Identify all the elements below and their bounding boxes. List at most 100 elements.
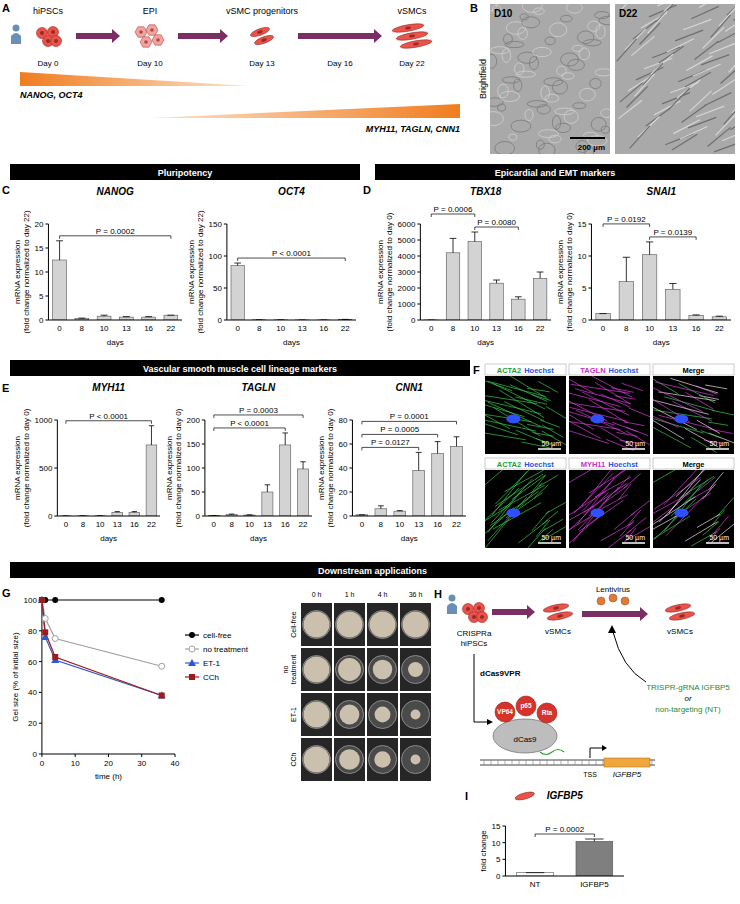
legend-label: cell-free	[203, 631, 232, 640]
fiber	[527, 424, 553, 429]
y-tick-label: 0	[582, 316, 587, 325]
y-tick	[349, 492, 352, 493]
significance-bracket	[535, 834, 594, 837]
panel-b: BrightfieldD10D22200 µm	[478, 0, 740, 158]
scale-bar	[706, 542, 729, 544]
x-tick-label: 0	[429, 324, 434, 333]
x-tick-label: 10	[71, 759, 80, 768]
scale-bar	[538, 542, 561, 544]
y-tick	[349, 444, 352, 445]
column-label: 0 h	[312, 591, 322, 598]
scale-label: 50 µm	[541, 440, 561, 448]
texture	[506, 22, 525, 35]
error-bar	[115, 511, 120, 513]
y-tick-label: 100	[24, 596, 38, 605]
stain-label: Merge	[682, 460, 704, 469]
section-header: Vascular smooth muscle cell lineage mark…	[143, 364, 337, 374]
x-tick-label: 13	[113, 520, 122, 529]
x-tick-label: 13	[414, 520, 423, 529]
cell-icon	[477, 612, 488, 623]
dna	[505, 760, 506, 765]
y-tick-label: 50	[191, 488, 200, 497]
texture	[688, 117, 716, 127]
y-tick	[45, 248, 48, 249]
chart-title: CNN1	[396, 382, 424, 393]
arrow-head	[602, 745, 607, 751]
arrow-head	[487, 719, 493, 725]
guide-label: non-targeting (NT)	[655, 705, 721, 714]
dna	[603, 760, 604, 765]
arrow	[298, 29, 382, 43]
nucleus	[674, 414, 688, 423]
schematic-label: hiPSCs	[461, 639, 488, 648]
texture	[630, 126, 650, 148]
fiber	[583, 470, 624, 511]
axis-title: days	[401, 534, 418, 543]
error-bar	[282, 433, 288, 445]
bar-chart: mRNA expression(fold change normalized t…	[13, 186, 182, 347]
marks	[596, 242, 727, 320]
significance-bracket	[60, 236, 171, 239]
texture	[490, 112, 503, 126]
axis-title: (fold change normalized to day 0)	[385, 212, 394, 331]
y-tick	[588, 320, 591, 321]
texture	[490, 54, 497, 68]
virus-icon	[609, 594, 617, 602]
scale-bar	[622, 542, 645, 544]
nucleus	[506, 414, 520, 423]
texture	[691, 6, 718, 18]
x-tick-label: 13	[298, 324, 307, 333]
y-tick	[417, 256, 420, 257]
texture	[502, 77, 520, 83]
cell-icon	[480, 615, 484, 619]
annotation: P < 0.0001	[230, 419, 269, 428]
y-tick-label: 50	[213, 284, 222, 293]
row-label: ET-1	[290, 707, 297, 722]
error-bar	[646, 242, 653, 255]
texture	[648, 11, 668, 34]
side-label: Brightfield	[478, 59, 488, 99]
error-bar	[454, 437, 460, 447]
fluorescence-image	[653, 376, 734, 454]
column-label: 36 h	[409, 591, 423, 598]
texture	[730, 115, 735, 130]
fiber	[569, 428, 609, 444]
gel	[373, 660, 393, 680]
row-label: no	[282, 666, 289, 674]
schematic-label: IGFBP5	[613, 770, 642, 779]
photo-ground	[334, 738, 365, 781]
nucleus	[674, 508, 688, 517]
texture	[583, 40, 601, 46]
panel-a: hiPSCsEPIvSMC progenitorsvSMCsDay 0Day 1…	[11, 6, 460, 134]
fiber	[532, 511, 549, 531]
axis-title: mRNA expression	[556, 240, 565, 304]
texture	[652, 47, 680, 58]
y-tick-label: 6000	[398, 220, 416, 229]
x-tick-label: 13	[122, 324, 131, 333]
axis-title: days	[100, 534, 117, 543]
x-tick-label: 8	[451, 324, 456, 333]
axis-title: (fold change normalized to day 0)	[174, 408, 183, 527]
y-tick-label: 15	[35, 244, 44, 253]
x-tick-label: 22	[299, 520, 308, 529]
row-label: Cell-free	[290, 611, 297, 638]
y-tick-label: 500	[39, 464, 53, 473]
gel	[337, 612, 363, 638]
fiber	[485, 431, 526, 439]
x-tick-label: 16	[281, 520, 290, 529]
texture	[556, 123, 571, 132]
guide-label: TRISPR-gRNA IGFBP5	[646, 683, 730, 692]
y-tick	[202, 492, 205, 493]
error-bar	[471, 232, 478, 242]
x-tick-label: 16	[692, 324, 701, 333]
x-tick-label: 0	[601, 324, 606, 333]
day-label: Day 13	[249, 59, 275, 68]
gel	[339, 749, 360, 770]
error-bar	[78, 318, 85, 319]
y-tick-label: 15	[578, 220, 587, 229]
x-tick-label: 20	[104, 759, 113, 768]
cell-icon	[46, 39, 50, 43]
section-header-bar	[10, 164, 360, 180]
dna	[554, 760, 555, 765]
texture	[734, 4, 736, 20]
